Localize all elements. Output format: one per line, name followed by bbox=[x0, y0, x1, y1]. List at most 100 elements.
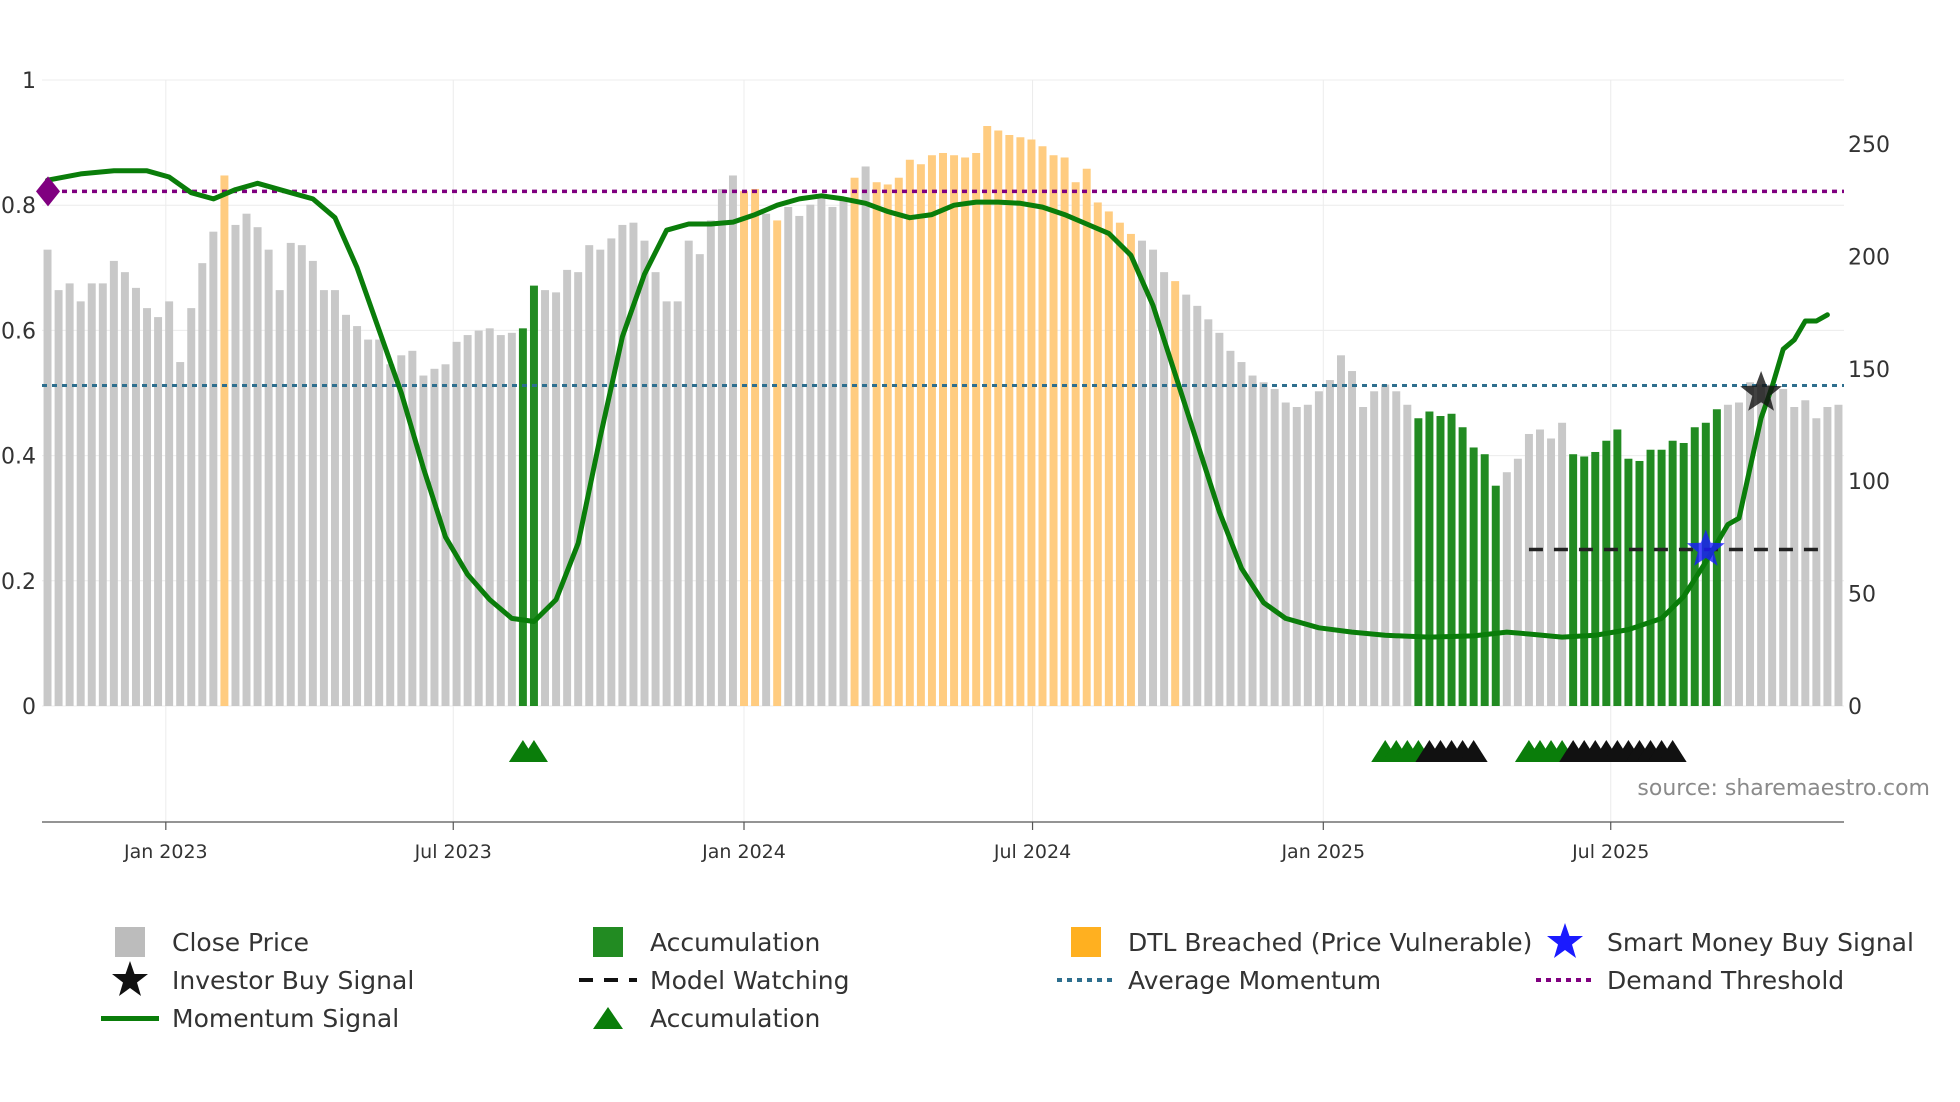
close-price-bar bbox=[319, 290, 328, 706]
close-price-bar bbox=[386, 364, 395, 706]
accumulation-bar bbox=[529, 285, 538, 706]
close-price-bar bbox=[1259, 382, 1268, 706]
close-price-bar bbox=[120, 272, 129, 706]
accumulation-bar bbox=[1712, 409, 1721, 706]
close-price-bar bbox=[596, 249, 605, 706]
close-price-bar bbox=[474, 330, 483, 706]
right-tick-label: 50 bbox=[1848, 583, 1876, 608]
accumulation-bar bbox=[1624, 458, 1633, 706]
dtl-bar bbox=[883, 184, 892, 707]
dtl-bar bbox=[1071, 182, 1080, 706]
accumulation-bar bbox=[1602, 440, 1611, 706]
close-price-bar bbox=[695, 254, 704, 707]
close-price-bar bbox=[1348, 371, 1357, 706]
accumulation-bar bbox=[1469, 447, 1478, 706]
close-price-bar bbox=[1536, 429, 1544, 706]
close-price-bar bbox=[1149, 249, 1158, 706]
close-price-bar bbox=[1734, 402, 1743, 706]
accumulation-bar bbox=[1447, 413, 1456, 706]
source-label: source: sharemaestro.com bbox=[1637, 776, 1930, 801]
accumulation-bar bbox=[1480, 454, 1489, 706]
x-tick-label: Jul 2023 bbox=[414, 841, 492, 863]
close-price-bar bbox=[1812, 418, 1821, 706]
close-price-bar bbox=[463, 335, 472, 706]
close-price-bar bbox=[1215, 332, 1224, 706]
close-price-bar bbox=[1160, 272, 1169, 706]
close-price-bar bbox=[806, 204, 815, 707]
dtl-bar bbox=[1115, 222, 1124, 706]
close-price-bar bbox=[154, 317, 163, 706]
close-price-bar bbox=[1270, 389, 1279, 706]
close-price-bar bbox=[762, 213, 771, 707]
right-tick-label: 0 bbox=[1848, 695, 1862, 720]
close-price-bar bbox=[375, 339, 384, 706]
close-price-bar bbox=[264, 249, 273, 706]
dtl-bar bbox=[740, 191, 748, 706]
dtl-bar bbox=[950, 155, 959, 707]
dtl-bar bbox=[894, 177, 903, 707]
close-price-bar bbox=[640, 240, 649, 706]
right-tick-label: 100 bbox=[1848, 470, 1890, 495]
close-price-bar bbox=[209, 231, 218, 706]
dtl-bar bbox=[983, 126, 992, 707]
accumulation-bar bbox=[1646, 449, 1655, 706]
dtl-bar bbox=[916, 164, 925, 706]
close-price-bar bbox=[839, 200, 848, 706]
close-price-bar bbox=[607, 238, 616, 706]
close-price-bar bbox=[828, 206, 837, 706]
left-tick-label: 0 bbox=[22, 695, 36, 720]
close-price-bar bbox=[728, 175, 737, 707]
demand-marker-diamond bbox=[36, 176, 60, 207]
accumulation-bar bbox=[1613, 429, 1622, 706]
momentum-signal-line bbox=[45, 168, 1830, 640]
close-price-bar bbox=[342, 314, 350, 706]
signal-markers bbox=[36, 176, 1782, 762]
close-price-bar bbox=[673, 301, 682, 706]
close-price-bar bbox=[618, 224, 627, 707]
x-tick-label: Jan 2025 bbox=[1280, 841, 1365, 863]
close-price-bar bbox=[297, 245, 306, 706]
close-price-bar bbox=[198, 263, 207, 706]
accumulation-marker-dark bbox=[1459, 740, 1488, 762]
price-bars bbox=[43, 126, 1843, 707]
close-price-bar bbox=[1182, 294, 1191, 706]
dtl-bar bbox=[1060, 157, 1069, 706]
close-price-bar bbox=[43, 249, 52, 706]
close-price-bar bbox=[552, 292, 561, 706]
close-price-bar bbox=[485, 328, 494, 706]
close-price-bar bbox=[165, 301, 174, 706]
close-price-bar bbox=[397, 355, 406, 706]
close-price-bar bbox=[242, 213, 251, 707]
accumulation-bar bbox=[1425, 411, 1434, 706]
close-price-bar bbox=[1790, 407, 1799, 706]
dtl-bar bbox=[850, 177, 859, 707]
close-price-bar bbox=[231, 224, 240, 707]
accumulation-bar bbox=[1458, 427, 1467, 706]
close-price-bar bbox=[1325, 380, 1334, 706]
x-axis-ticks: Jan 2023 Jul 2023 Jan 2024 Jul 2024 Jan 2025… bbox=[123, 822, 1649, 863]
x-tick-label: Jul 2024 bbox=[993, 841, 1071, 863]
close-price-bar bbox=[419, 375, 428, 706]
close-price-bar bbox=[1513, 458, 1522, 706]
close-price-bar bbox=[275, 290, 284, 706]
close-price-bar bbox=[1502, 472, 1511, 706]
dtl-bar bbox=[927, 155, 936, 707]
dtl-bar bbox=[939, 152, 947, 706]
close-price-bar bbox=[143, 308, 152, 706]
close-price-bar bbox=[861, 166, 870, 707]
accumulation-bar bbox=[1668, 440, 1677, 706]
close-price-bar bbox=[1359, 407, 1368, 706]
accumulation-bar bbox=[1635, 460, 1644, 706]
left-tick-label: 0.6 bbox=[1, 319, 36, 344]
close-price-bar bbox=[1370, 391, 1379, 706]
smart-money-buy-star bbox=[1686, 529, 1725, 566]
close-price-bar bbox=[1757, 384, 1766, 706]
close-price-bar bbox=[1768, 384, 1777, 706]
close-price-bar bbox=[1303, 404, 1312, 706]
close-price-bar bbox=[1558, 422, 1567, 706]
dtl-bar bbox=[1049, 155, 1058, 707]
dtl-bar bbox=[994, 130, 1003, 707]
right-axis-ticks: 0 50 100 150 200 250 bbox=[1848, 133, 1890, 720]
close-price-bar bbox=[651, 272, 660, 706]
